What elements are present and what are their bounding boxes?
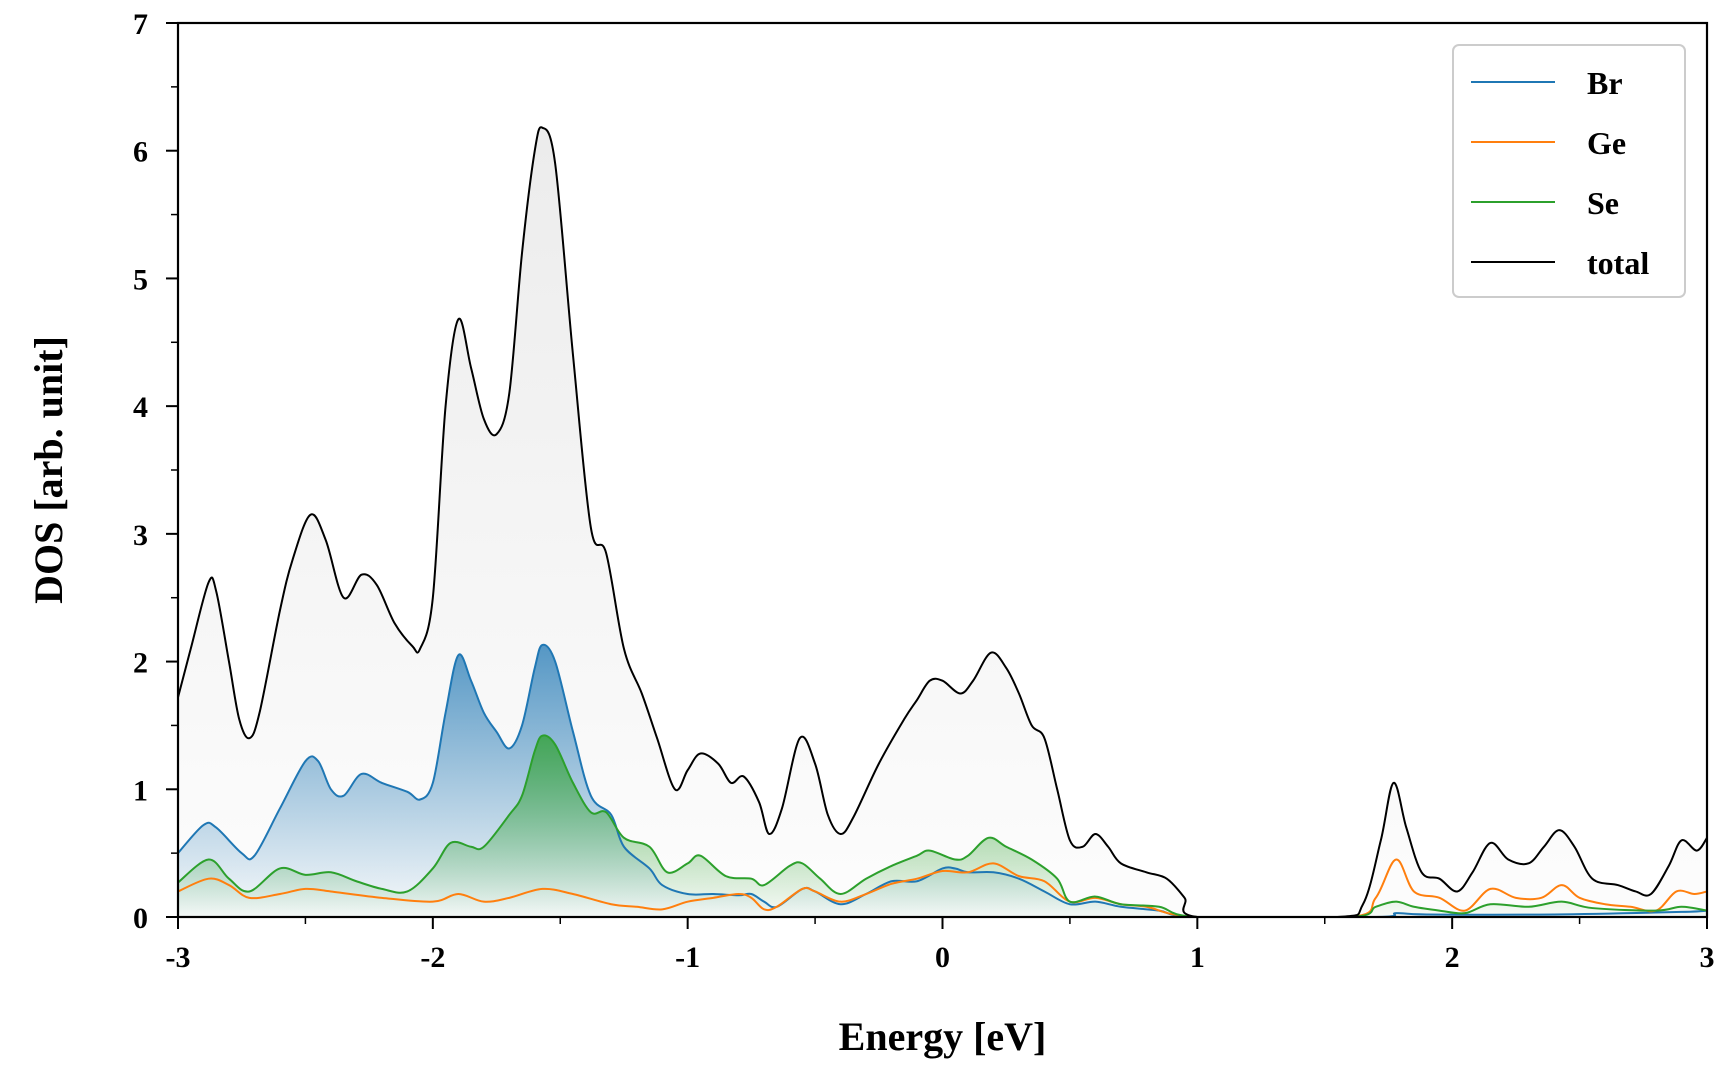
- y-tick-label: 4: [133, 391, 148, 424]
- x-axis-title: Energy [eV]: [839, 1014, 1047, 1059]
- x-tick-label: -1: [675, 941, 700, 974]
- x-tick-label: 1: [1190, 941, 1205, 974]
- fill-se: [178, 735, 1707, 917]
- legend-label-se: Se: [1587, 185, 1619, 221]
- legend-label-total: total: [1587, 245, 1649, 281]
- x-tick-label: -3: [166, 941, 191, 974]
- x-tick-label: 3: [1700, 941, 1715, 974]
- legend: Br Ge Se total: [1452, 44, 1686, 298]
- series-line-total: [177, 126, 1708, 919]
- ticks-layer: -3 -2 -1 0 1 2 3 0 1 2 3 4 5 6 7: [133, 8, 1715, 974]
- legend-label-br: Br: [1587, 65, 1623, 101]
- legend-label-ge: Ge: [1587, 125, 1626, 161]
- y-tick-label: 1: [133, 774, 148, 807]
- y-tick-label: 3: [133, 519, 148, 552]
- series-line-br: [177, 643, 1708, 919]
- y-tick-label: 2: [133, 647, 148, 680]
- x-tick-label: 0: [935, 941, 950, 974]
- lines-layer: [177, 126, 1708, 919]
- y-tick-label: 0: [133, 902, 148, 935]
- fills-layer: [178, 127, 1707, 917]
- y-tick-label: 5: [133, 263, 148, 296]
- series-line-se: [177, 734, 1708, 919]
- x-tick-label: -2: [420, 941, 445, 974]
- series-line-ge: [177, 858, 1708, 919]
- y-tick-label: 7: [133, 8, 148, 41]
- y-axis-title: DOS [arb. unit]: [26, 336, 71, 604]
- y-tick-label: 6: [133, 136, 148, 169]
- legend-box: [1452, 44, 1686, 298]
- x-tick-label: 2: [1445, 941, 1460, 974]
